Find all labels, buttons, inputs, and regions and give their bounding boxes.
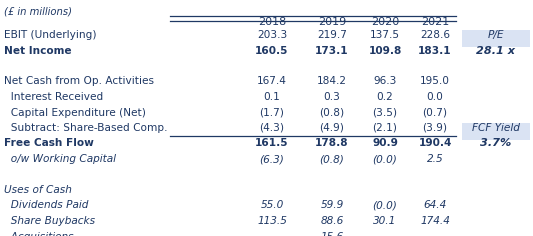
- Text: Dividends Paid: Dividends Paid: [4, 201, 88, 211]
- Text: 3.7%: 3.7%: [480, 139, 512, 148]
- Text: -: -: [270, 232, 274, 236]
- Text: 2021: 2021: [421, 17, 449, 27]
- Text: 0.3: 0.3: [324, 92, 341, 102]
- Text: 190.4: 190.4: [418, 139, 451, 148]
- Text: 228.6: 228.6: [420, 30, 450, 40]
- Text: 2018: 2018: [258, 17, 286, 27]
- Text: 90.9: 90.9: [372, 139, 398, 148]
- Text: 173.1: 173.1: [315, 46, 349, 55]
- Text: 28.1 x: 28.1 x: [477, 46, 515, 55]
- Text: 109.8: 109.8: [368, 46, 402, 55]
- Text: 184.2: 184.2: [317, 76, 347, 87]
- Text: (0.8): (0.8): [320, 154, 344, 164]
- Text: (0.0): (0.0): [373, 154, 398, 164]
- Text: 195.0: 195.0: [420, 76, 450, 87]
- Text: (1.7): (1.7): [260, 108, 285, 118]
- Text: 167.4: 167.4: [257, 76, 287, 87]
- Text: 2019: 2019: [318, 17, 346, 27]
- Text: Share Buybacks: Share Buybacks: [4, 216, 95, 226]
- Text: (6.3): (6.3): [260, 154, 285, 164]
- Text: (3.5): (3.5): [373, 108, 398, 118]
- Text: 161.5: 161.5: [255, 139, 289, 148]
- Text: (4.3): (4.3): [260, 123, 285, 133]
- Text: o/w Working Capital: o/w Working Capital: [4, 154, 116, 164]
- Text: 203.3: 203.3: [257, 30, 287, 40]
- Text: 178.8: 178.8: [315, 139, 349, 148]
- Text: P/E: P/E: [488, 30, 504, 40]
- Text: 15.6: 15.6: [320, 232, 344, 236]
- Text: (0.0): (0.0): [373, 201, 398, 211]
- Text: Uses of Cash: Uses of Cash: [4, 185, 72, 195]
- Text: EBIT (Underlying): EBIT (Underlying): [4, 30, 96, 40]
- Text: 0.0: 0.0: [426, 92, 443, 102]
- Text: 96.3: 96.3: [373, 76, 397, 87]
- Text: Capital Expenditure (Net): Capital Expenditure (Net): [4, 108, 146, 118]
- Text: FCF Yield: FCF Yield: [472, 123, 520, 133]
- Text: Interest Received: Interest Received: [4, 92, 103, 102]
- Text: 2020: 2020: [371, 17, 399, 27]
- Text: 183.1: 183.1: [418, 46, 452, 55]
- Text: 64.4: 64.4: [423, 201, 447, 211]
- Text: (0.8): (0.8): [319, 108, 344, 118]
- Text: (3.9): (3.9): [423, 123, 448, 133]
- Text: Net Cash from Op. Activities: Net Cash from Op. Activities: [4, 76, 154, 87]
- Text: (£ in millions): (£ in millions): [4, 7, 72, 17]
- Text: Subtract: Share-Based Comp.: Subtract: Share-Based Comp.: [4, 123, 167, 133]
- Text: Free Cash Flow: Free Cash Flow: [4, 139, 94, 148]
- Text: 160.5: 160.5: [255, 46, 289, 55]
- Bar: [462, 123, 530, 139]
- Text: 0.2: 0.2: [377, 92, 393, 102]
- Text: (0.7): (0.7): [423, 108, 448, 118]
- Text: 55.0: 55.0: [261, 201, 284, 211]
- Text: 59.9: 59.9: [320, 201, 344, 211]
- Text: 88.6: 88.6: [320, 216, 344, 226]
- Text: 113.5: 113.5: [257, 216, 287, 226]
- Text: Net Income: Net Income: [4, 46, 71, 55]
- Text: 30.1: 30.1: [374, 216, 397, 226]
- Text: Acquisitions: Acquisitions: [4, 232, 74, 236]
- Text: 137.5: 137.5: [370, 30, 400, 40]
- Text: 2.5: 2.5: [427, 154, 443, 164]
- Text: 219.7: 219.7: [317, 30, 347, 40]
- Text: (2.1): (2.1): [373, 123, 398, 133]
- Text: 0.1: 0.1: [264, 92, 280, 102]
- Bar: [462, 30, 530, 46]
- Text: (4.9): (4.9): [320, 123, 344, 133]
- Text: 174.4: 174.4: [420, 216, 450, 226]
- Text: -: -: [433, 232, 437, 236]
- Text: -: -: [383, 232, 387, 236]
